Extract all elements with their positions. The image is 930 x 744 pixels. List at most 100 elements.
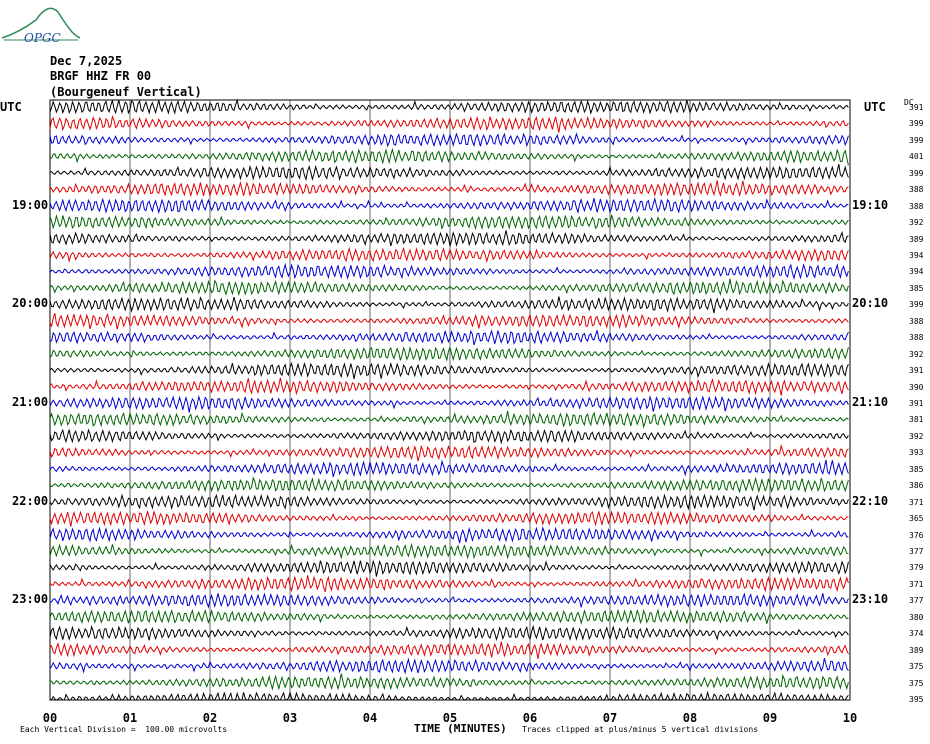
- x-tick-label: 05: [442, 711, 458, 725]
- trace-line: [49, 641, 849, 659]
- trace-line: [49, 575, 849, 593]
- opgc-logo: OPGC: [1, 7, 80, 44]
- dc-offset-label: 375: [909, 678, 924, 688]
- right-hour-label: 19:10: [852, 197, 889, 212]
- x-axis-title: TIME (MINUTES): [414, 722, 507, 735]
- trace-line: [50, 592, 849, 609]
- trace-line: [49, 163, 849, 182]
- x-tick-label: 09: [762, 711, 778, 725]
- dc-offset-label: 393: [909, 448, 924, 458]
- dc-offset-label: 389: [909, 234, 924, 244]
- trace-line: [49, 262, 849, 280]
- trace-line: [49, 377, 849, 396]
- right-hour-label: 23:10: [852, 592, 889, 607]
- trace-line: [49, 657, 849, 675]
- trace-line: [49, 608, 849, 625]
- dc-offset-label: 386: [909, 481, 924, 491]
- trace-line: [49, 394, 849, 413]
- dc-offset-label: 388: [909, 185, 924, 195]
- x-tick-label: 02: [202, 711, 218, 725]
- trace-line: [49, 230, 849, 247]
- trace-line: [49, 329, 849, 346]
- x-tick-label: 07: [602, 711, 618, 725]
- dc-offset-label: 376: [909, 530, 924, 540]
- dc-offset-label: 390: [909, 382, 924, 392]
- x-tick-label: 08: [682, 711, 698, 725]
- dc-offset-label: 392: [909, 349, 924, 359]
- trace-line: [49, 361, 849, 380]
- left-hour-label: 21:00: [12, 395, 49, 409]
- x-tick-label: 00: [42, 711, 58, 725]
- trace-line: [49, 459, 849, 478]
- dc-offset-label: 392: [909, 218, 924, 228]
- logo-text: OPGC: [24, 31, 61, 44]
- dc-offset-label: 394: [909, 267, 924, 277]
- x-tick-label: 06: [522, 711, 538, 725]
- dc-offset-label: 391: [909, 366, 924, 376]
- dc-offset-label: 388: [909, 201, 924, 211]
- clip-note: Traces clipped at plus/minus 5 vertical …: [522, 725, 759, 734]
- trace-line: [49, 296, 849, 314]
- dc-offset-label: 388: [909, 333, 924, 343]
- dc-offset-label: 391: [909, 399, 924, 408]
- trace-line: [49, 132, 849, 148]
- dc-offset-label: 399: [909, 135, 924, 145]
- trace-line: [49, 196, 849, 215]
- dc-offset-label: 377: [909, 547, 924, 556]
- trace-line: [49, 526, 849, 544]
- left-hour-label: 20:00: [12, 296, 49, 311]
- trace-line: [49, 278, 849, 297]
- plot-date: Dec 7,2025: [50, 54, 123, 68]
- left-hour-label: 22:00: [12, 493, 49, 508]
- trace-line: [49, 624, 849, 642]
- dc-offset-label: 365: [909, 514, 924, 524]
- dc-offset-label: 371: [909, 497, 924, 507]
- dc-offset-label: 377: [909, 596, 924, 606]
- trace-line: [49, 443, 849, 462]
- x-tick-label: 01: [122, 711, 138, 725]
- dc-offset-label: 394: [909, 251, 924, 260]
- dc-offset-label: 399: [909, 119, 924, 129]
- trace-line: [49, 345, 849, 362]
- trace-line: [49, 428, 849, 445]
- right-hour-label: 22:10: [852, 493, 889, 508]
- left-utc-label: UTC: [0, 100, 22, 114]
- x-tick-label: 03: [282, 711, 298, 725]
- dc-offset-label: 395: [909, 695, 924, 704]
- dc-offset-label: 375: [909, 662, 924, 672]
- station-code: BRGF HHZ FR 00: [50, 69, 152, 83]
- dc-offset-label: 392: [909, 431, 924, 441]
- x-tick-label: 04: [362, 711, 378, 725]
- dc-offset-label: 381: [909, 415, 924, 425]
- dc-offset-label: 380: [909, 612, 924, 622]
- trace-line: [49, 493, 849, 511]
- dc-offset-label: 401: [909, 152, 924, 162]
- dc-offset-label: 399: [909, 300, 924, 310]
- trace-line: [49, 180, 849, 198]
- dc-offset-label: 385: [909, 283, 924, 293]
- trace-line: [49, 115, 849, 133]
- dc-offset-label: 385: [909, 464, 924, 474]
- right-utc-label: UTC: [864, 100, 886, 114]
- dc-offset-label: 371: [909, 579, 924, 589]
- right-hour-label: 20:10: [852, 296, 889, 311]
- trace-line: [49, 673, 849, 691]
- right-hour-label: 21:10: [852, 395, 889, 409]
- trace-line: [49, 214, 849, 231]
- dc-offset-label: 391: [909, 103, 924, 112]
- trace-line: [49, 542, 849, 560]
- scale-note: Each Vertical Division = 100.00 microvol…: [20, 725, 228, 734]
- trace-line: [49, 98, 849, 115]
- dc-offset-label: 399: [909, 168, 924, 178]
- left-hour-label: 19:00: [12, 197, 49, 212]
- station-location: (Bourgeneuf Vertical): [50, 85, 202, 99]
- trace-line: [49, 313, 849, 330]
- dc-offset-label: 374: [909, 629, 924, 639]
- trace-line: [49, 690, 849, 701]
- dc-offset-label: 389: [909, 645, 924, 655]
- trace-line: [49, 559, 849, 577]
- dc-offset-label: 388: [909, 316, 924, 326]
- x-tick-label: 10: [842, 711, 858, 725]
- trace-line: [49, 509, 849, 527]
